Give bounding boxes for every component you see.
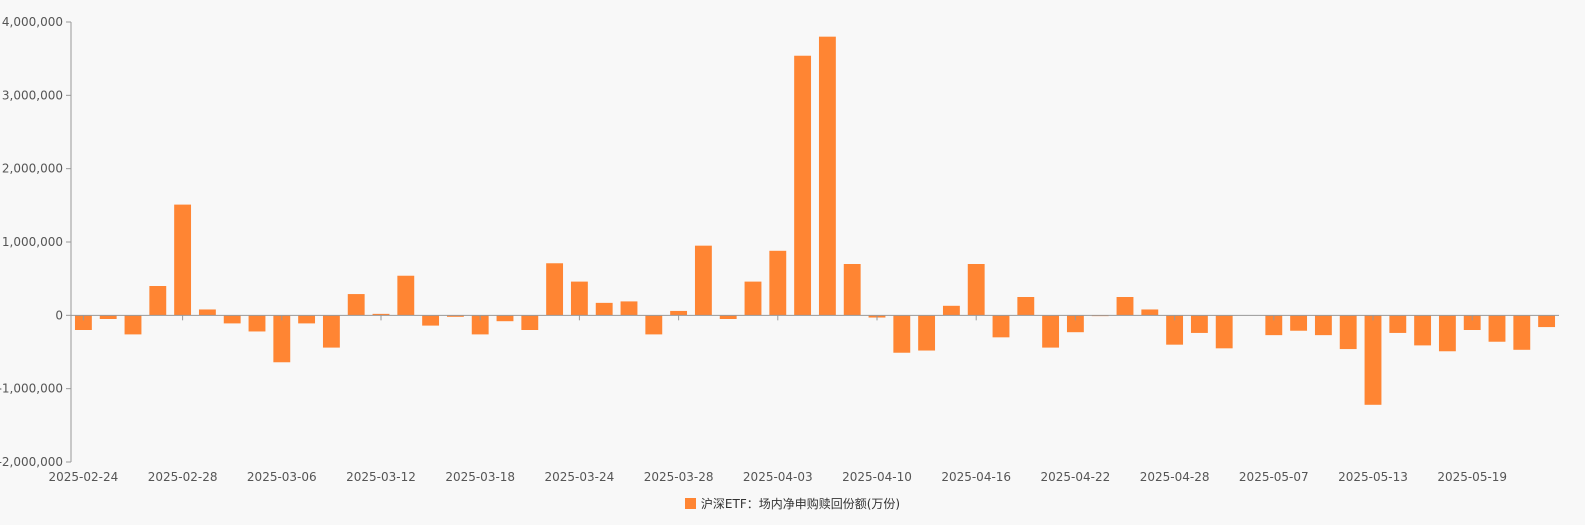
x-tick-label: 2025-03-06 xyxy=(247,470,317,484)
bar xyxy=(719,315,737,319)
bar xyxy=(372,313,390,316)
bar xyxy=(1314,315,1332,336)
legend[interactable]: 沪深ETF：场内净申购赎回份额(万份) xyxy=(0,495,1585,512)
bar xyxy=(645,315,663,335)
bar xyxy=(496,315,514,322)
bar xyxy=(1190,315,1208,333)
bar xyxy=(347,294,365,316)
x-tick-label: 2025-05-13 xyxy=(1338,470,1408,484)
y-tick-label: 4,000,000 xyxy=(2,15,63,29)
bar xyxy=(1538,315,1556,328)
x-tick-label: 2025-02-24 xyxy=(49,470,119,484)
bar xyxy=(1141,309,1159,316)
bar xyxy=(1438,315,1456,352)
bar xyxy=(1290,315,1308,331)
bar xyxy=(1042,315,1060,348)
x-tick-label: 2025-03-18 xyxy=(445,470,515,484)
bar xyxy=(595,302,613,316)
bar xyxy=(471,315,489,335)
bar xyxy=(273,315,291,363)
bar xyxy=(397,275,415,316)
y-tick-label: 3,000,000 xyxy=(2,88,63,102)
bar xyxy=(1066,315,1084,333)
x-tick-label: 2025-02-28 xyxy=(148,470,218,484)
x-tick-label: 2025-03-24 xyxy=(545,470,615,484)
bar xyxy=(992,315,1010,338)
bar xyxy=(818,36,836,316)
bar xyxy=(1389,315,1407,333)
x-tick-label: 2025-04-16 xyxy=(941,470,1011,484)
y-tick-label: -1,000,000 xyxy=(0,382,63,396)
x-tick-label: 2025-03-28 xyxy=(644,470,714,484)
y-tick-label: 2,000,000 xyxy=(2,162,63,176)
y-tick-label: 1,000,000 xyxy=(2,235,63,249)
bar xyxy=(422,315,440,326)
x-tick-label: 2025-04-28 xyxy=(1140,470,1210,484)
bar xyxy=(1463,315,1481,330)
legend-label: 沪深ETF：场内净申购赎回份额(万份) xyxy=(700,497,901,511)
bar xyxy=(1364,315,1382,405)
bar xyxy=(769,250,787,316)
bar xyxy=(670,310,688,316)
x-tick-label: 2025-04-03 xyxy=(743,470,813,484)
bar xyxy=(1265,315,1283,336)
bar xyxy=(744,281,762,316)
bar xyxy=(149,286,167,316)
bar xyxy=(1215,315,1233,349)
bar xyxy=(74,315,92,330)
bar xyxy=(1513,315,1531,350)
bar xyxy=(1116,297,1134,316)
bar xyxy=(893,315,911,353)
bar xyxy=(843,264,861,316)
bar xyxy=(521,315,539,330)
bar xyxy=(446,315,464,317)
bar xyxy=(942,305,960,316)
x-tick-label: 2025-04-10 xyxy=(842,470,912,484)
bar xyxy=(99,315,117,319)
x-tick-label: 2025-05-07 xyxy=(1239,470,1309,484)
bar xyxy=(223,315,241,324)
x-tick-label: 2025-04-22 xyxy=(1041,470,1111,484)
bar xyxy=(794,55,812,316)
bar xyxy=(124,315,142,335)
bar xyxy=(1017,297,1035,316)
bar xyxy=(967,264,985,316)
legend-swatch xyxy=(684,498,696,509)
y-tick-label: -2,000,000 xyxy=(0,455,63,469)
bar xyxy=(322,315,340,348)
bar xyxy=(198,309,216,316)
bar xyxy=(918,315,936,351)
x-tick-label: 2025-05-19 xyxy=(1437,470,1507,484)
bar xyxy=(546,263,564,316)
bar xyxy=(1166,315,1184,345)
bar xyxy=(694,245,712,316)
bar xyxy=(1414,315,1432,346)
x-tick-label: 2025-03-12 xyxy=(346,470,416,484)
y-tick-label: 0 xyxy=(55,308,63,322)
bar xyxy=(298,315,316,324)
bar xyxy=(1339,315,1357,350)
bar xyxy=(174,204,192,316)
bar xyxy=(620,301,638,316)
bar xyxy=(570,281,588,316)
bar xyxy=(248,315,266,332)
bar xyxy=(1488,315,1506,342)
